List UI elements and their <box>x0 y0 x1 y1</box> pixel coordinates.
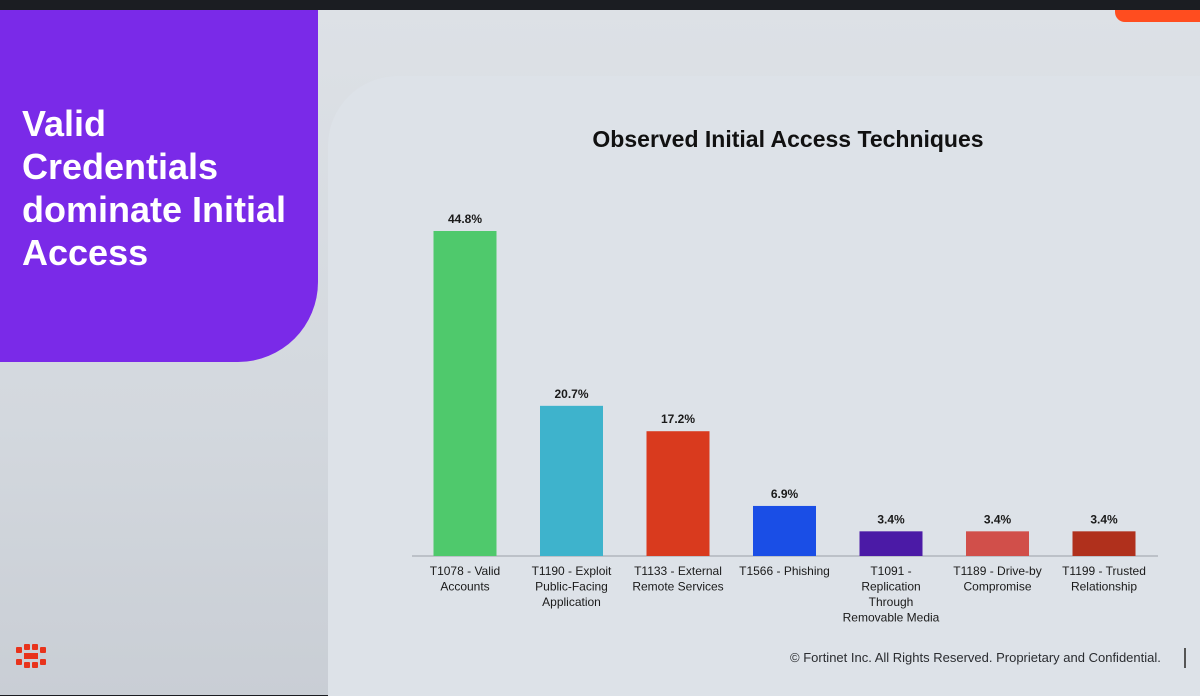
bar-1 <box>540 405 603 556</box>
category-label-6: T1199 - Trusted Relationship <box>1062 564 1146 594</box>
value-label-1: 20.7% <box>554 387 588 401</box>
value-label-2: 17.2% <box>661 412 695 426</box>
copyright-footer: © Fortinet Inc. All Rights Reserved. Pro… <box>790 650 1161 665</box>
bar-5 <box>966 531 1029 556</box>
category-label-2: T1133 - External Remote Services <box>632 564 723 594</box>
value-labels-group: 44.8% 20.7% 17.2% 6.9% 3.4% 3.4% 3.4% <box>448 212 1118 526</box>
bars-group <box>433 231 1136 556</box>
orange-corner-tab <box>1115 10 1200 22</box>
headline-panel: Valid Credentials dominate Initial Acces… <box>0 10 318 362</box>
bar-0 <box>433 231 497 556</box>
bar-3 <box>753 505 816 556</box>
value-label-4: 3.4% <box>877 512 905 526</box>
bar-4 <box>859 531 923 556</box>
footer-divider <box>1184 648 1186 668</box>
category-labels-group: T1078 - Valid Accounts T1190 - Exploit Publ… <box>430 564 1146 625</box>
bar-6 <box>1072 531 1136 556</box>
category-label-1: T1190 - Exploit Public-Facing Application <box>532 564 612 609</box>
slide-headline: Valid Credentials dominate Initial Acces… <box>22 103 287 273</box>
value-label-5: 3.4% <box>984 512 1012 526</box>
bar-2 <box>646 431 710 556</box>
value-label-6: 3.4% <box>1090 512 1118 526</box>
value-label-0: 44.8% <box>448 212 482 226</box>
category-label-5: T1189 - Drive-by Compromise <box>953 564 1041 594</box>
category-label-4: T1091 -Replication Through Removable Media <box>843 564 940 625</box>
category-label-3: T1566 - Phishing <box>739 564 830 578</box>
chart-title: Observed Initial Access Techniques <box>592 126 983 152</box>
value-label-3: 6.9% <box>771 487 799 501</box>
category-label-0: T1078 - Valid Accounts <box>430 564 500 594</box>
fortinet-logo-icon <box>16 644 46 668</box>
